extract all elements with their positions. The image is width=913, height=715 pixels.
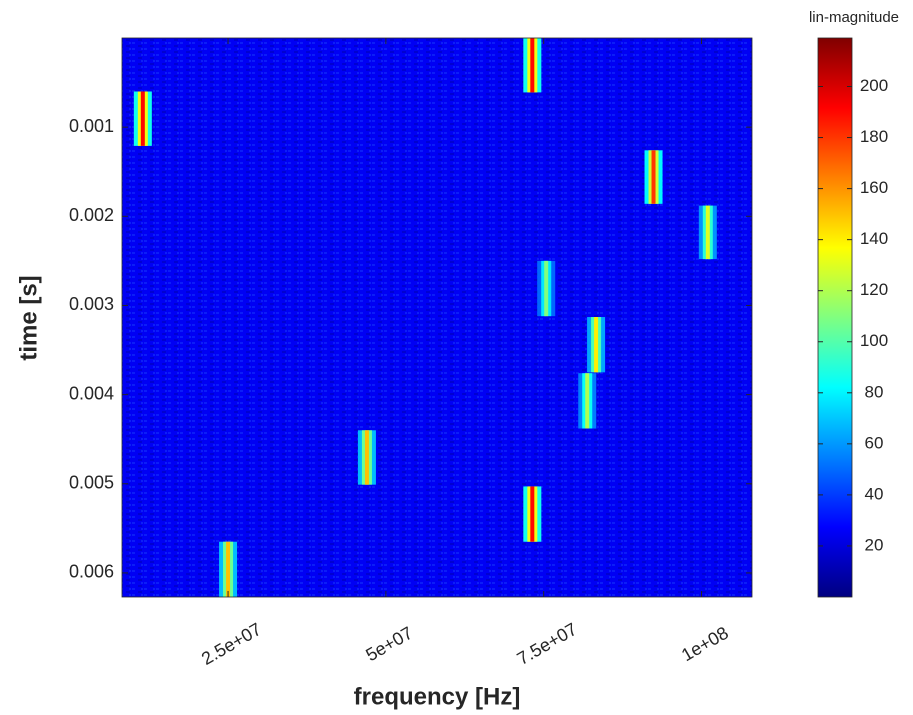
colorbar-tick-label: 100 [860, 331, 888, 350]
burst-core [651, 150, 656, 204]
colorbar-tick-label: 200 [860, 76, 888, 95]
colorbar-tick-label: 180 [860, 127, 888, 146]
x-tick-label: 2.5e+07 [198, 619, 265, 669]
colorbar-label: lin-magnitude [809, 9, 899, 26]
y-tick-label: 0.003 [69, 294, 114, 314]
y-tick-label: 0.005 [69, 473, 114, 493]
y-tick-label: 0.004 [69, 383, 114, 403]
burst-core [585, 373, 590, 429]
colorbar-tick-label: 140 [860, 229, 888, 248]
burst-core [544, 260, 549, 317]
x-tick-label: 5e+07 [362, 623, 416, 666]
x-tick-label: 7.5e+07 [514, 619, 581, 669]
colorbar [817, 37, 853, 598]
y-tick-label: 0.002 [69, 205, 114, 225]
x-tick-label: 1e+08 [678, 623, 732, 666]
burst-core [594, 317, 599, 373]
x-axis-label: frequency [Hz] [354, 683, 521, 710]
burst-core [140, 91, 145, 146]
noise-texture [122, 38, 752, 597]
burst-core [226, 541, 231, 597]
plot-frame [121, 37, 753, 598]
colorbar-tick-label: 60 [865, 433, 884, 452]
burst-core [364, 430, 369, 485]
colorbar-tick-label: 20 [865, 535, 884, 554]
burst-core [705, 205, 710, 260]
y-tick-label: 0.006 [69, 562, 114, 582]
burst-core [530, 486, 535, 542]
burst-core [530, 38, 535, 93]
colorbar-tick-label: 160 [860, 178, 888, 197]
y-tick-label: 0.001 [69, 116, 114, 136]
colorbar-tick-label: 40 [865, 484, 884, 503]
colorbar-tick-label: 120 [860, 280, 888, 299]
y-axis-label: time [s] [15, 275, 42, 360]
colorbar-tick-label: 80 [865, 382, 884, 401]
